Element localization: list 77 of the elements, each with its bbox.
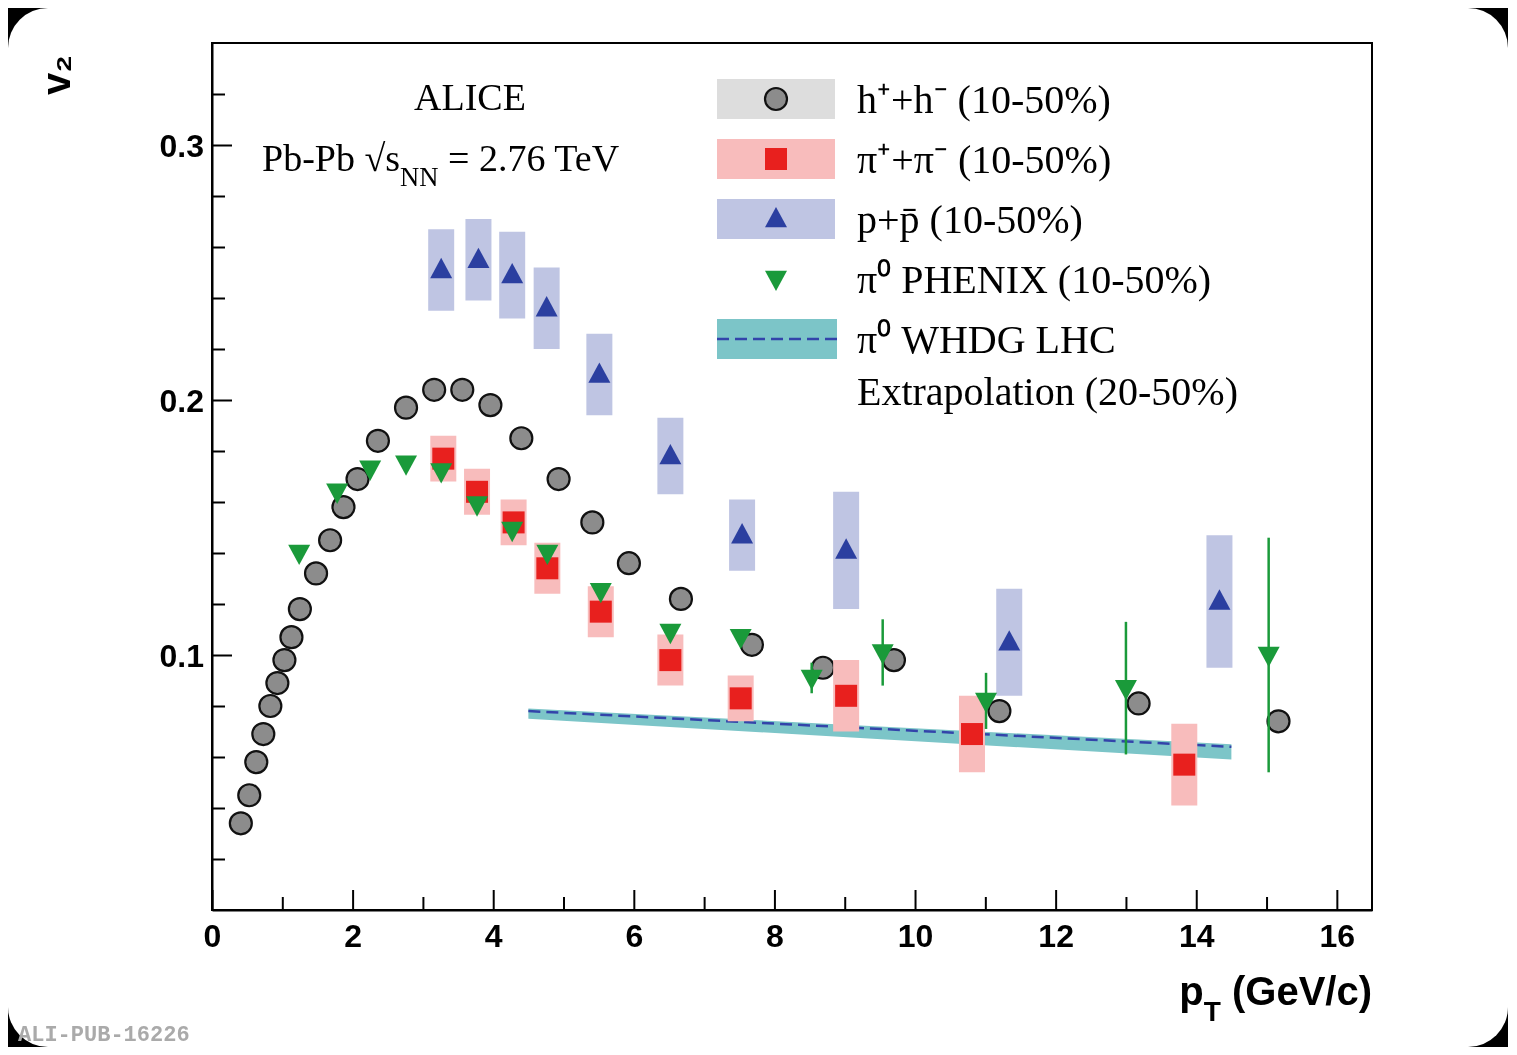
x-tick-label: 14: [1178, 917, 1215, 954]
point: [659, 623, 682, 645]
point: [546, 466, 571, 492]
point: [279, 625, 304, 650]
y-tick-label: 0.2: [159, 383, 204, 420]
point: [536, 557, 559, 580]
point: [345, 466, 370, 492]
point: [272, 648, 297, 673]
x-tick-label: 8: [766, 917, 784, 954]
point: [536, 544, 559, 566]
point: [251, 721, 276, 747]
text: ALI-PUB-16226: [18, 1023, 190, 1048]
point: [1173, 753, 1196, 776]
point: [318, 528, 343, 553]
point: [509, 426, 534, 451]
point: [668, 586, 694, 611]
x-tick-label: 12: [1038, 917, 1074, 954]
point: [1114, 679, 1137, 701]
point: [228, 811, 253, 836]
point: [288, 544, 311, 566]
point: [467, 247, 490, 268]
x-tick-label: 16: [1319, 917, 1356, 954]
legend-label: π⁰ PHENIX (10-50%): [857, 257, 1212, 302]
point: [588, 362, 611, 383]
point: [326, 483, 349, 504]
x-tick-label: 10: [897, 917, 934, 954]
point: [422, 377, 447, 402]
x-axis-title: p$_{T}$ (GeV/c): [1179, 969, 1372, 1027]
point: [258, 693, 283, 719]
point: [800, 669, 823, 691]
y-tick-label: 0.1: [159, 638, 204, 675]
point: [960, 723, 983, 746]
point: [729, 628, 752, 650]
point: [589, 583, 612, 604]
point: [501, 521, 524, 543]
point: [1126, 691, 1151, 716]
y-tick-label: 0.3: [159, 128, 204, 165]
x-tick-label: 0: [203, 917, 222, 954]
legend-label: π⁰ WHDG LHC Extrapolation (20-50%): [857, 317, 1238, 414]
point: [303, 561, 329, 586]
point: [331, 495, 356, 520]
point: [393, 395, 419, 420]
point: [395, 455, 418, 476]
point: [244, 750, 269, 775]
point: [265, 670, 290, 696]
annotation: ALICE: [414, 76, 526, 118]
x-tick-label: 4: [484, 917, 503, 954]
point: [1266, 709, 1291, 734]
point: [430, 257, 453, 279]
point: [871, 644, 894, 665]
x-tick-label: 2: [344, 917, 362, 954]
point: [450, 377, 475, 402]
point: [731, 523, 754, 544]
x-tick-label: 6: [625, 917, 644, 954]
point: [237, 783, 262, 808]
point: [835, 684, 858, 707]
point: [659, 649, 682, 672]
point: [359, 460, 382, 481]
point: [1257, 646, 1280, 668]
point: [975, 692, 998, 713]
point: [535, 296, 558, 317]
annotation: Pb-Pb √s$_{NN}$ = 2.76 TeV: [262, 137, 620, 192]
point: [589, 600, 612, 623]
point: [478, 393, 503, 418]
point: [616, 551, 641, 576]
point: [501, 262, 524, 284]
point: [729, 687, 752, 710]
legend-label: h⁺+h⁻ (10-50%): [857, 77, 1111, 122]
point: [466, 496, 489, 517]
legend-label: p+p̄ (10-50%): [857, 197, 1083, 242]
y-axis-title: v₂: [34, 54, 78, 95]
point: [580, 510, 605, 535]
point: [987, 699, 1012, 724]
point: [287, 597, 312, 622]
point: [365, 428, 391, 453]
legend-label: π⁺+π⁻ (10-50%): [857, 137, 1112, 182]
point: [659, 444, 682, 465]
